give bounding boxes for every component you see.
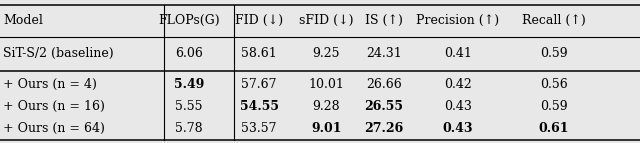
Text: IS (↑): IS (↑) bbox=[365, 14, 403, 27]
Text: 53.57: 53.57 bbox=[241, 122, 277, 135]
Text: 5.49: 5.49 bbox=[173, 78, 204, 91]
Text: 0.59: 0.59 bbox=[540, 47, 568, 60]
Text: 26.55: 26.55 bbox=[365, 100, 403, 113]
Text: + Ours (n = 4): + Ours (n = 4) bbox=[3, 78, 97, 91]
Text: 9.28: 9.28 bbox=[312, 100, 340, 113]
Text: SiT-S/2 (baseline): SiT-S/2 (baseline) bbox=[3, 47, 114, 60]
Text: 9.25: 9.25 bbox=[313, 47, 340, 60]
Text: 26.66: 26.66 bbox=[366, 78, 402, 91]
Text: 0.61: 0.61 bbox=[538, 122, 569, 135]
Text: 5.55: 5.55 bbox=[175, 100, 202, 113]
Text: Recall (↑): Recall (↑) bbox=[522, 14, 586, 27]
Text: 27.26: 27.26 bbox=[364, 122, 404, 135]
Text: 10.01: 10.01 bbox=[308, 78, 344, 91]
Text: 9.01: 9.01 bbox=[311, 122, 342, 135]
Text: 0.42: 0.42 bbox=[444, 78, 472, 91]
Text: 0.43: 0.43 bbox=[442, 122, 473, 135]
Text: + Ours (n = 16): + Ours (n = 16) bbox=[3, 100, 105, 113]
Text: 0.41: 0.41 bbox=[444, 47, 472, 60]
Text: 0.43: 0.43 bbox=[444, 100, 472, 113]
Text: Precision (↑): Precision (↑) bbox=[416, 14, 499, 27]
Text: 24.31: 24.31 bbox=[366, 47, 402, 60]
Text: 0.59: 0.59 bbox=[540, 100, 568, 113]
Text: sFID (↓): sFID (↓) bbox=[299, 14, 354, 27]
Text: 58.61: 58.61 bbox=[241, 47, 277, 60]
Text: FID (↓): FID (↓) bbox=[235, 14, 284, 27]
Text: 54.55: 54.55 bbox=[240, 100, 278, 113]
Text: + Ours (n = 64): + Ours (n = 64) bbox=[3, 122, 105, 135]
Text: Model: Model bbox=[3, 14, 43, 27]
Text: 6.06: 6.06 bbox=[175, 47, 203, 60]
Text: 57.67: 57.67 bbox=[241, 78, 277, 91]
Text: 0.56: 0.56 bbox=[540, 78, 568, 91]
Text: FLOPs(G): FLOPs(G) bbox=[158, 14, 220, 27]
Text: 5.78: 5.78 bbox=[175, 122, 203, 135]
